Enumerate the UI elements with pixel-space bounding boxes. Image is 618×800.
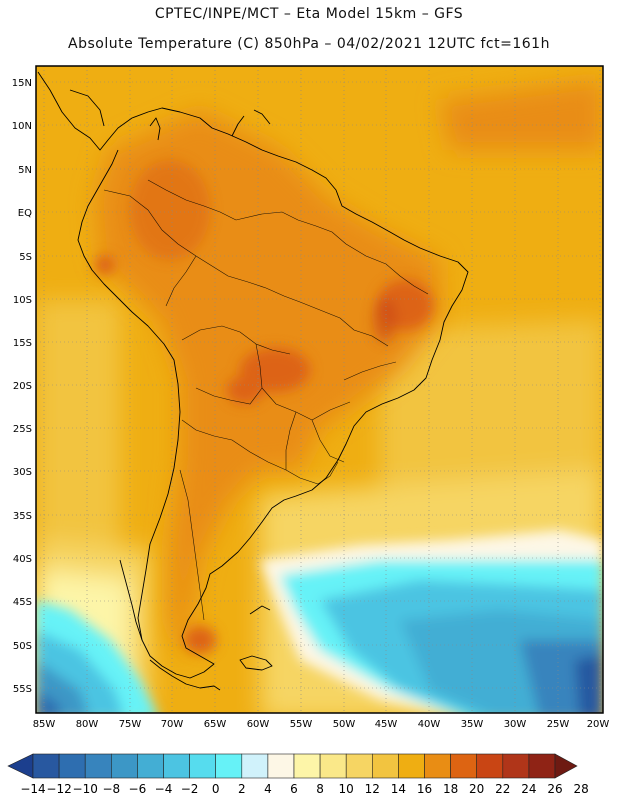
colorbar-swatch: [450, 753, 478, 779]
lon-label: 25W: [547, 719, 570, 730]
lat-label: 15S: [13, 338, 32, 349]
colorbar-swatch: [293, 753, 321, 779]
colorbar-tick-label: 2: [238, 782, 246, 796]
lat-label: 55S: [13, 684, 32, 695]
lat-label: 25S: [13, 424, 32, 435]
graticule: [36, 66, 603, 713]
colorbar-tick-label: 6: [290, 782, 298, 796]
colorbar-swatch: [424, 753, 451, 779]
colorbar-tick-label: 24: [521, 782, 536, 796]
colorbar-swatch: [267, 753, 295, 779]
colorbar-tick-label: 4: [264, 782, 272, 796]
colorbar-tick-label: −12: [46, 782, 71, 796]
coastline: [37, 71, 469, 691]
colorbar-tick-label: −6: [129, 782, 147, 796]
colorbar-swatch: [215, 753, 243, 779]
lon-label: 35W: [461, 719, 484, 730]
colorbar-tick-label: 14: [391, 782, 406, 796]
latitude-labels: 15N 10N 5N EQ 5S 10S 15S 20S 25S 30S 35S…: [12, 78, 32, 695]
colorbar-tick-label: −4: [155, 782, 173, 796]
colorbar-tick-label: 16: [417, 782, 432, 796]
colorbar-tick-label: −14: [20, 782, 45, 796]
lon-label: 70W: [161, 719, 184, 730]
colorbar-swatch: [32, 753, 60, 779]
lon-label: 85W: [33, 719, 56, 730]
lat-label: 10N: [12, 121, 32, 132]
colorbar-tick-label: −2: [181, 782, 199, 796]
colorbar-tick-label: 8: [316, 782, 324, 796]
title-line-2: Absolute Temperature (C) 850hPa – 04/02/…: [68, 36, 550, 52]
lon-label: 55W: [290, 719, 313, 730]
lat-label: 15N: [12, 78, 32, 89]
colorbar-tick-label: 12: [365, 782, 380, 796]
colorbar-swatch: [189, 753, 217, 779]
colorbar-swatch: [58, 753, 86, 779]
colorbar-tick-label: 26: [547, 782, 562, 796]
colorbar-tick-label: −8: [102, 782, 120, 796]
colorbar-tick-label: 18: [443, 782, 458, 796]
lat-label: 35S: [13, 511, 32, 522]
colorbar-swatch: [111, 753, 138, 779]
lat-label: 5N: [18, 165, 32, 176]
colorbar-tick-label: 22: [495, 782, 510, 796]
lat-label: EQ: [18, 208, 32, 219]
longitude-labels: 85W 80W 75W 70W 65W 60W 55W 50W 45W 40W …: [33, 719, 610, 730]
colorbar: −14 −12 −10 −8 −6 −4 −2 0 2 4 6 8 10 12 14 16 18 20 22 24 26…: [7, 753, 589, 796]
colorbar-swatch: [502, 753, 530, 779]
lat-label: 30S: [13, 467, 32, 478]
lat-label: 5S: [19, 252, 32, 263]
colorbar-tick-label: 28: [573, 782, 588, 796]
colorbar-swatch: [241, 753, 269, 779]
lon-label: 65W: [204, 719, 227, 730]
colorbar-tick-label: 20: [469, 782, 484, 796]
country-borders: [103, 179, 429, 621]
colorbar-swatch: [371, 753, 399, 779]
lon-label: 20W: [587, 719, 610, 730]
temperature-field: [36, 66, 603, 713]
colorbar-tick-label: 10: [339, 782, 354, 796]
colorbar-swatch: [398, 753, 425, 779]
lat-label: 10S: [13, 295, 32, 306]
lat-label: 50S: [13, 641, 32, 652]
colorbar-tick-label: −10: [73, 782, 98, 796]
lon-label: 80W: [76, 719, 99, 730]
lon-label: 45W: [375, 719, 398, 730]
map-frame: [35, 65, 604, 714]
lon-label: 50W: [333, 719, 356, 730]
lon-label: 75W: [119, 719, 142, 730]
colorbar-tick-label: 0: [212, 782, 220, 796]
colorbar-swatch: [528, 753, 556, 779]
lon-label: 30W: [504, 719, 527, 730]
colorbar-swatch: [137, 753, 164, 779]
colorbar-swatch: [476, 753, 504, 779]
lat-label: 20S: [13, 381, 32, 392]
colorbar-swatch: [163, 753, 190, 779]
colorbar-right-arrow: [554, 753, 578, 779]
colorbar-swatch: [319, 753, 347, 779]
colorbar-swatch: [84, 753, 112, 779]
lat-label: 45S: [13, 597, 32, 608]
lon-label: 60W: [247, 719, 270, 730]
lon-label: 40W: [418, 719, 441, 730]
colorbar-swatch: [345, 753, 373, 779]
title-line-1: CPTEC/INPE/MCT – Eta Model 15km – GFS: [154, 6, 464, 22]
lat-label: 40S: [13, 554, 32, 565]
colorbar-left-arrow: [7, 753, 34, 779]
